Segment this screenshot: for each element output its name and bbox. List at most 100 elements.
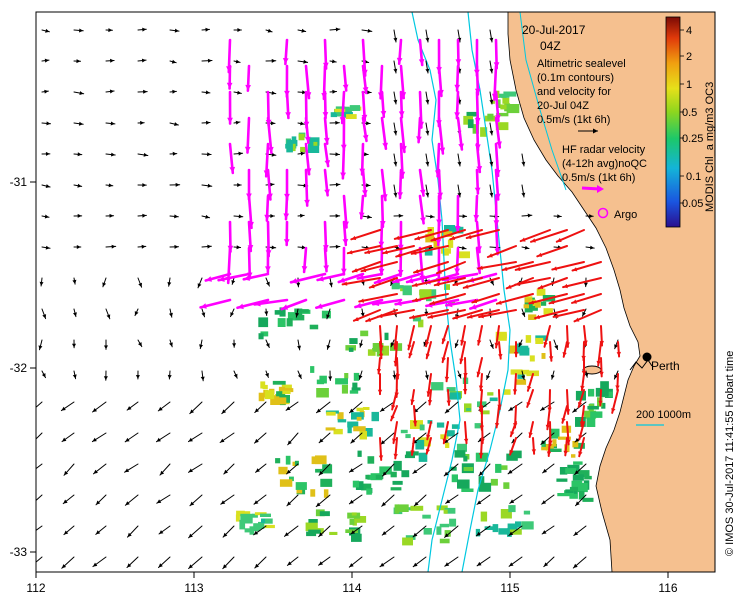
chl-pixel bbox=[405, 434, 411, 439]
altimetry-arrow bbox=[127, 525, 139, 538]
altimetry-arrow-head bbox=[454, 343, 459, 348]
altimetry-arrow-head bbox=[489, 37, 494, 42]
altimetry-arrow bbox=[197, 277, 203, 289]
hf-radar-arrow bbox=[444, 357, 450, 383]
chl-pixel bbox=[508, 505, 516, 513]
altimetry-arrow-head bbox=[271, 152, 276, 157]
chl-pixel bbox=[524, 298, 532, 305]
altimetry-arrow-head bbox=[79, 28, 84, 33]
altimetry-arrow bbox=[169, 59, 177, 64]
altimetry-arrow bbox=[489, 277, 495, 286]
hf-radar-arrow-shaft bbox=[477, 261, 517, 270]
hf-radar-arrow bbox=[244, 116, 251, 154]
hf-radar-arrow-head bbox=[563, 450, 568, 456]
chl-pixel bbox=[515, 343, 522, 348]
altimetry-arrow bbox=[32, 432, 43, 443]
altimetry-arrow-head bbox=[554, 345, 559, 350]
chl-pixel bbox=[490, 99, 495, 104]
altimetry-arrow-head bbox=[271, 91, 276, 95]
hf-radar-arrow bbox=[408, 341, 415, 359]
altimetry-arrow bbox=[232, 339, 237, 348]
chl-pixel bbox=[541, 353, 546, 359]
altimetry-arrow-head bbox=[197, 283, 202, 288]
altimetry-arrow-head bbox=[318, 561, 323, 566]
altimetry-arrow bbox=[231, 277, 236, 285]
chl-pixel bbox=[329, 531, 338, 535]
altimetry-arrow-head bbox=[205, 214, 210, 219]
altimetry-arrow-head bbox=[413, 562, 418, 567]
hf-radar-arrow bbox=[526, 389, 534, 408]
chl-pixel bbox=[300, 309, 309, 313]
chl-pixel bbox=[406, 507, 413, 511]
chl-pixel bbox=[582, 497, 594, 502]
hf-radar-arrow-head bbox=[357, 274, 364, 281]
chl-pixel bbox=[498, 333, 507, 339]
hf-radar-arrow bbox=[562, 277, 602, 289]
chl-pixel bbox=[357, 450, 362, 457]
altimetry-arrow bbox=[412, 556, 427, 568]
hf-radar-arrow bbox=[526, 373, 534, 392]
altimetry-arrow-head bbox=[76, 245, 81, 249]
chl-pixel bbox=[349, 390, 359, 394]
hf-radar-arrow bbox=[462, 277, 500, 289]
chl-pixel bbox=[503, 91, 517, 97]
altimetry-arrow-head bbox=[188, 437, 193, 442]
altimetry-arrow-head bbox=[319, 471, 324, 476]
altimetry-arrow-head bbox=[207, 183, 212, 188]
altimetry-arrow bbox=[222, 525, 235, 538]
chl-pixel bbox=[444, 530, 451, 537]
hf-radar-arrow bbox=[452, 309, 483, 320]
hf-radar-arrow-shaft bbox=[246, 116, 251, 154]
hf-radar-arrow bbox=[460, 325, 466, 346]
altimetry-arrow bbox=[478, 463, 491, 477]
altimetry-arrow-head bbox=[108, 183, 113, 188]
hf-radar-arrow bbox=[551, 261, 585, 271]
chl-pixel bbox=[379, 466, 392, 475]
hf-radar-arrow-head bbox=[466, 234, 472, 240]
altimetry-arrow-head bbox=[425, 161, 430, 166]
hf-radar-arrow bbox=[416, 116, 422, 144]
altimetry-arrow bbox=[264, 308, 269, 316]
hf-radar-arrow bbox=[509, 421, 517, 438]
altimetry-arrow-head bbox=[92, 562, 98, 567]
altimetry-arrow bbox=[265, 277, 270, 287]
altimetry-arrow-head bbox=[367, 214, 372, 219]
altimetry-arrow bbox=[233, 151, 244, 156]
altimetry-arrow bbox=[318, 432, 331, 444]
altimetry-arrow-head bbox=[32, 439, 36, 443]
chl-pixel bbox=[362, 407, 370, 410]
hf-radar-arrow bbox=[245, 64, 251, 92]
chl-pixel bbox=[466, 111, 478, 117]
chl-pixel bbox=[352, 522, 357, 526]
hf-radar-arrow bbox=[361, 168, 368, 198]
chl-pixel bbox=[525, 335, 532, 343]
chl-pixel bbox=[536, 288, 546, 296]
altimetry-arrow bbox=[219, 432, 235, 443]
altimetry-arrow bbox=[167, 370, 172, 380]
altimetry-arrow-head bbox=[41, 373, 46, 378]
perth-label: Perth bbox=[651, 359, 680, 373]
altimetry-arrow bbox=[73, 308, 77, 318]
altimetry-arrow bbox=[287, 432, 299, 446]
altimetry-arrow bbox=[201, 27, 210, 32]
hf-radar-arrow-head bbox=[359, 298, 365, 303]
altimetry-arrow bbox=[326, 308, 331, 320]
chl-pixel bbox=[419, 289, 432, 299]
altimetry-arrow-head bbox=[271, 58, 276, 63]
hf-radar-arrow bbox=[424, 325, 432, 348]
altimetry-arrow bbox=[315, 494, 331, 508]
hf-radar-arrow bbox=[552, 309, 585, 319]
hf-radar-arrow-head bbox=[382, 194, 388, 201]
hf-radar-arrow-head bbox=[420, 217, 426, 224]
chl-pixel bbox=[561, 425, 572, 433]
altimetry-arrow bbox=[188, 432, 203, 443]
chl-pixel bbox=[519, 369, 530, 375]
hf-radar-arrow bbox=[519, 229, 551, 243]
hf-radar-arrow bbox=[361, 116, 369, 143]
hf-radar-arrow bbox=[412, 293, 449, 303]
hf-radar-arrow-head bbox=[615, 385, 620, 390]
altimetry-arrow bbox=[73, 59, 81, 64]
chl-pixel bbox=[521, 521, 534, 530]
chl-pixel bbox=[371, 411, 379, 422]
altimetry-arrow bbox=[613, 370, 619, 380]
